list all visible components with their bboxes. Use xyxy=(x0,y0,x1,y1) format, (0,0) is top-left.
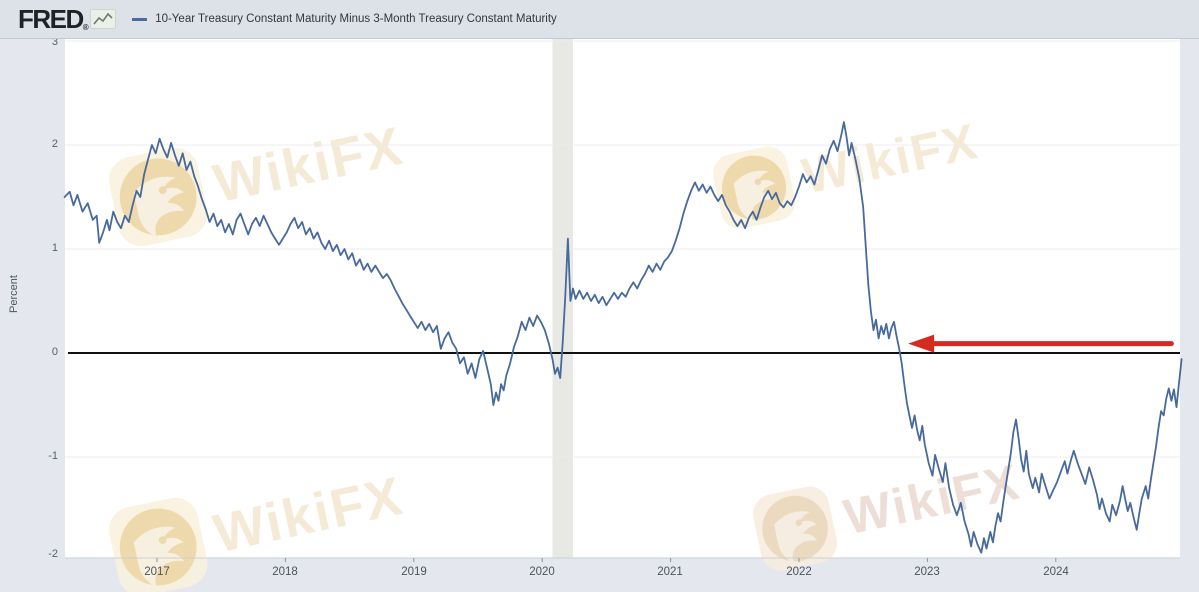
series-legend: 10-Year Treasury Constant Maturity Minus… xyxy=(132,13,557,25)
y-tick-0: 0 xyxy=(51,346,58,358)
y-axis-title: Percent xyxy=(8,275,20,313)
x-tick-2019: 2019 xyxy=(401,566,427,578)
x-tick-2023: 2023 xyxy=(914,566,940,578)
x-tick-2017: 2017 xyxy=(144,566,170,578)
y-tick-3: 3 xyxy=(51,36,58,48)
x-tick-2024: 2024 xyxy=(1043,566,1069,578)
plot-background xyxy=(65,38,1180,558)
y-tick-neg1: -1 xyxy=(48,450,58,462)
y-tick-neg2: -2 xyxy=(48,548,58,560)
y-tick-2: 2 xyxy=(51,138,58,150)
registered-mark: ® xyxy=(82,23,89,32)
header-bar: FRED® 10-Year Treasury Constant Maturity… xyxy=(0,0,1199,39)
x-tick-2022: 2022 xyxy=(786,566,812,578)
legend-label: 10-Year Treasury Constant Maturity Minus… xyxy=(155,13,557,25)
fred-logo[interactable]: FRED® xyxy=(18,4,89,34)
annotation-arrow-head xyxy=(908,334,935,353)
fred-sparkline-icon xyxy=(90,9,117,29)
x-tick-2020: 2020 xyxy=(529,566,555,578)
y-axis-area xyxy=(0,38,65,592)
right-margin xyxy=(1180,38,1199,592)
x-tick-2018: 2018 xyxy=(272,566,298,578)
x-tick-2021: 2021 xyxy=(657,566,683,578)
recession-band xyxy=(552,38,574,558)
series-line xyxy=(63,121,1183,554)
legend-line-swatch xyxy=(132,17,148,21)
y-tick-1: 1 xyxy=(51,242,58,254)
